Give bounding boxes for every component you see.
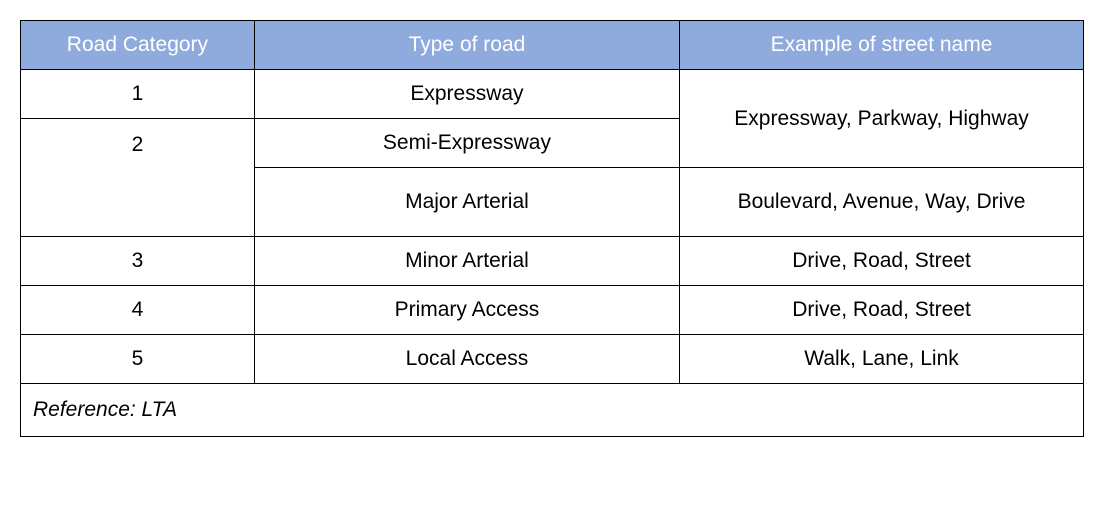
road-category-table: Road Category Type of road Example of st… bbox=[20, 20, 1084, 437]
table-row: 4 Primary Access Drive, Road, Street bbox=[21, 286, 1084, 335]
cell-example-expressway-parkway-highway: Expressway, Parkway, Highway bbox=[680, 70, 1084, 168]
cell-category-4: 4 bbox=[21, 286, 255, 335]
cell-category-5: 5 bbox=[21, 335, 255, 384]
cell-type-semi-expressway: Semi-Expressway bbox=[254, 119, 679, 168]
footer-reference: Reference: LTA bbox=[21, 384, 1084, 437]
table-row: 5 Local Access Walk, Lane, Link bbox=[21, 335, 1084, 384]
cell-type-expressway: Expressway bbox=[254, 70, 679, 119]
col-header-example-street-name: Example of street name bbox=[680, 21, 1084, 70]
cell-example-boulevard-avenue-way-drive: Boulevard, Avenue, Way, Drive bbox=[680, 168, 1084, 237]
table-row: 1 Expressway Expressway, Parkway, Highwa… bbox=[21, 70, 1084, 119]
cell-category-1: 1 bbox=[21, 70, 255, 119]
col-header-road-category: Road Category bbox=[21, 21, 255, 70]
cell-type-minor-arterial: Minor Arterial bbox=[254, 237, 679, 286]
table-footer-row: Reference: LTA bbox=[21, 384, 1084, 437]
cell-example-drive-road-street-3: Drive, Road, Street bbox=[680, 237, 1084, 286]
cell-category-3: 3 bbox=[21, 237, 255, 286]
col-header-type-of-road: Type of road bbox=[254, 21, 679, 70]
table-header-row: Road Category Type of road Example of st… bbox=[21, 21, 1084, 70]
cell-example-drive-road-street-4: Drive, Road, Street bbox=[680, 286, 1084, 335]
cell-type-major-arterial: Major Arterial bbox=[254, 168, 679, 237]
cell-example-walk-lane-link: Walk, Lane, Link bbox=[680, 335, 1084, 384]
cell-type-primary-access: Primary Access bbox=[254, 286, 679, 335]
cell-type-local-access: Local Access bbox=[254, 335, 679, 384]
road-category-table-container: Road Category Type of road Example of st… bbox=[20, 20, 1084, 437]
table-row: 3 Minor Arterial Drive, Road, Street bbox=[21, 237, 1084, 286]
cell-category-2: 2 bbox=[21, 119, 255, 237]
